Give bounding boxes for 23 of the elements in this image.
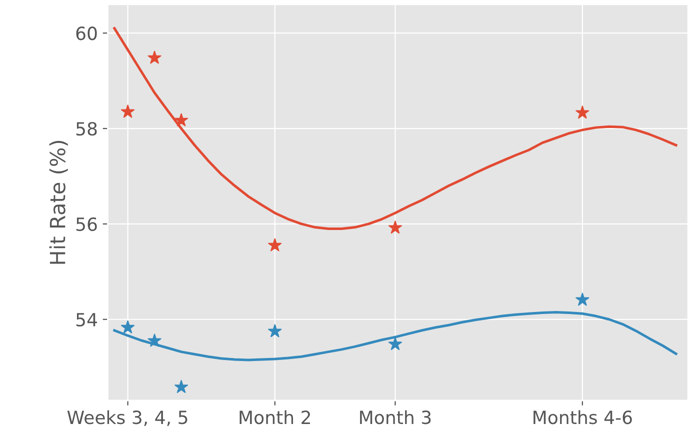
y-tick-label: 56	[76, 217, 97, 232]
x-tick-label: Month 2	[240, 410, 310, 424]
point	[174, 113, 188, 126]
point	[576, 106, 590, 119]
point	[388, 337, 402, 350]
point	[268, 324, 282, 338]
x-tick-label: Month 3	[360, 410, 431, 424]
x-tick-label: Weeks 3, 4, 5	[67, 410, 188, 426]
line-series	[113, 27, 678, 230]
y-tick-label: 60	[76, 26, 97, 40]
line-series	[113, 310, 678, 362]
y-axis-title: Hit Rate (%)	[49, 140, 68, 264]
point	[148, 50, 162, 64]
point	[576, 292, 590, 306]
x-tick-label: Months 4-6	[534, 410, 632, 424]
point	[388, 220, 402, 234]
point	[174, 380, 188, 393]
y-tick-label: 54	[76, 313, 97, 326]
y-tick-label: 58	[76, 122, 97, 136]
point	[120, 104, 135, 118]
point	[268, 238, 282, 252]
point	[148, 334, 162, 347]
point	[120, 320, 135, 334]
